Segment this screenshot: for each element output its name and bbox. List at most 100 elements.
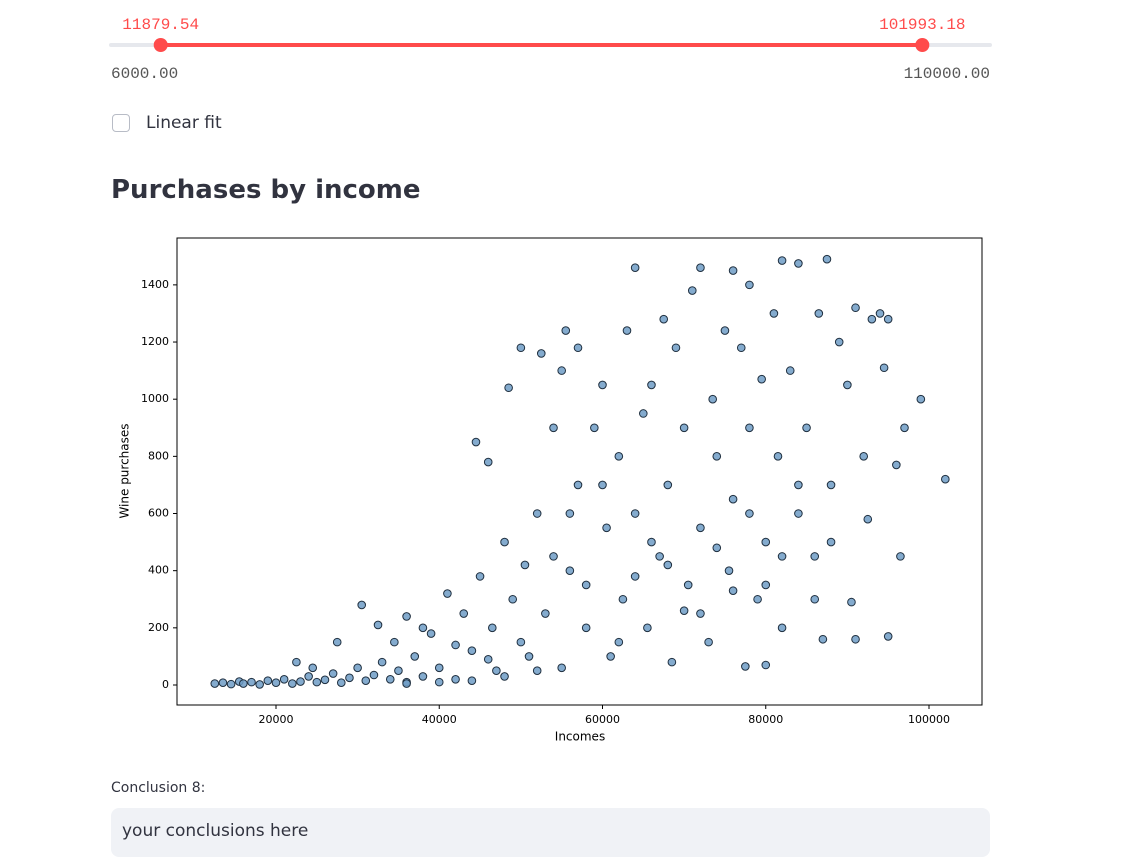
point bbox=[769, 309, 779, 318]
point bbox=[630, 263, 640, 273]
point bbox=[557, 663, 566, 673]
point bbox=[883, 632, 893, 641]
point bbox=[590, 423, 599, 433]
plot-frame bbox=[176, 237, 983, 706]
point bbox=[671, 343, 681, 353]
point bbox=[728, 586, 738, 595]
point bbox=[516, 343, 526, 353]
point bbox=[210, 679, 220, 688]
y-tick-label: 800 bbox=[148, 449, 169, 462]
point bbox=[557, 366, 566, 375]
point bbox=[541, 609, 550, 618]
point bbox=[810, 594, 820, 604]
checkbox[interactable] bbox=[112, 114, 130, 132]
point bbox=[720, 326, 730, 335]
point bbox=[500, 537, 509, 547]
point bbox=[532, 666, 542, 676]
point bbox=[402, 612, 411, 621]
point bbox=[279, 674, 289, 684]
point bbox=[434, 663, 444, 673]
point bbox=[614, 637, 624, 647]
point bbox=[500, 672, 509, 681]
point bbox=[757, 374, 766, 384]
point bbox=[622, 326, 632, 335]
point bbox=[753, 594, 762, 604]
point bbox=[630, 572, 640, 581]
point bbox=[549, 552, 558, 561]
point bbox=[851, 303, 860, 313]
point bbox=[418, 623, 428, 633]
point bbox=[475, 572, 485, 581]
slider-handle[interactable] bbox=[915, 38, 930, 52]
point bbox=[443, 589, 452, 598]
point bbox=[561, 326, 571, 335]
point bbox=[516, 637, 526, 647]
point bbox=[745, 280, 754, 290]
point bbox=[745, 423, 754, 433]
point bbox=[696, 523, 705, 533]
point bbox=[304, 672, 313, 681]
point bbox=[663, 480, 673, 490]
point bbox=[794, 509, 803, 518]
point bbox=[728, 494, 738, 504]
point bbox=[296, 677, 305, 686]
slider-handle[interactable] bbox=[153, 38, 168, 52]
slider-value: 11879.54 bbox=[122, 16, 199, 34]
point bbox=[941, 474, 950, 484]
input-label: Conclusion 8: bbox=[111, 780, 206, 796]
x-tick-label: 100000 bbox=[908, 713, 950, 726]
point bbox=[814, 309, 824, 318]
point bbox=[451, 674, 460, 684]
point bbox=[777, 623, 787, 633]
x-tick-label: 40000 bbox=[422, 713, 457, 726]
text-input[interactable]: your conclusions here bbox=[111, 808, 990, 857]
point bbox=[467, 676, 477, 686]
x-tick-label: 20000 bbox=[258, 713, 293, 726]
point bbox=[745, 509, 754, 518]
point bbox=[483, 654, 493, 664]
y-tick-label: 600 bbox=[148, 507, 169, 520]
point bbox=[345, 673, 354, 683]
point bbox=[402, 679, 411, 688]
point bbox=[916, 394, 926, 404]
point bbox=[687, 286, 697, 295]
point bbox=[875, 309, 885, 318]
y-axis-label: Wine purchases bbox=[118, 423, 132, 518]
point bbox=[390, 637, 399, 647]
point bbox=[508, 594, 518, 604]
point bbox=[712, 452, 722, 461]
point bbox=[581, 580, 591, 590]
point bbox=[892, 460, 901, 470]
point bbox=[336, 678, 346, 688]
point bbox=[794, 480, 803, 490]
point bbox=[492, 666, 501, 676]
y-tick-label: 0 bbox=[162, 678, 169, 691]
y-tick-label: 400 bbox=[148, 564, 169, 577]
y-tick-label: 1000 bbox=[141, 392, 169, 405]
point bbox=[581, 623, 591, 633]
point bbox=[696, 263, 705, 273]
x-tick-label: 80000 bbox=[748, 713, 783, 726]
point bbox=[663, 560, 673, 570]
point bbox=[536, 349, 546, 358]
point bbox=[643, 623, 652, 633]
point bbox=[802, 423, 811, 433]
point bbox=[504, 383, 513, 393]
point bbox=[630, 509, 640, 518]
point bbox=[822, 254, 832, 264]
point bbox=[843, 380, 852, 390]
point bbox=[524, 652, 534, 661]
point bbox=[618, 594, 628, 604]
checkbox-label[interactable]: Linear fit bbox=[146, 113, 222, 133]
x-axis-label: Incomes bbox=[555, 730, 605, 744]
point bbox=[308, 663, 318, 673]
point bbox=[696, 609, 705, 618]
heading: Purchases by income bbox=[111, 175, 421, 205]
y-tick-label: 1200 bbox=[141, 335, 169, 348]
point bbox=[728, 266, 738, 275]
point bbox=[761, 537, 771, 547]
point bbox=[847, 597, 856, 607]
point bbox=[271, 678, 281, 688]
slider-max: 110000.00 bbox=[904, 65, 990, 83]
point bbox=[357, 600, 367, 610]
